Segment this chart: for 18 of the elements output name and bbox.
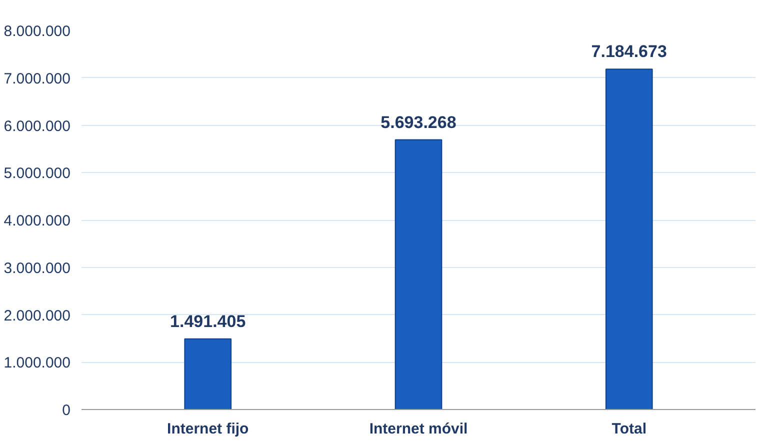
data-label: 1.491.405 <box>170 312 246 331</box>
data-label: 5.693.268 <box>380 112 456 132</box>
data-label: 7.184.673 <box>591 42 667 62</box>
y-tick-label: 6.000.000 <box>4 118 71 135</box>
y-tick-label: 8.000.000 <box>4 23 71 40</box>
y-tick-label: 4.000.000 <box>4 212 71 230</box>
x-tick-label: Internet fijo <box>167 420 249 438</box>
y-tick-label: 1.000.000 <box>4 354 71 372</box>
bar <box>605 68 653 410</box>
y-tick-label: 7.000.000 <box>4 70 71 88</box>
x-tick-label: Total <box>612 420 646 438</box>
y-tick-label: 0 <box>62 402 70 419</box>
bar <box>394 139 442 410</box>
x-tick-label: Internet móvil <box>369 420 468 438</box>
y-tick-label: 3.000.000 <box>4 260 71 277</box>
bar <box>184 338 232 410</box>
y-tick-label: 5.000.000 <box>4 165 71 182</box>
y-tick-label: 2.000.000 <box>4 307 71 324</box>
